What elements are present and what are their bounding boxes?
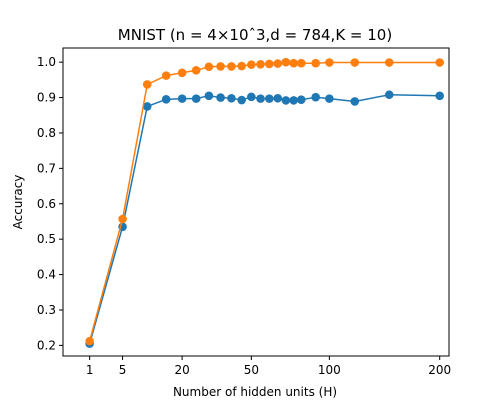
data-point: [256, 94, 265, 103]
y-tick-label: 0.9: [37, 91, 56, 105]
data-point: [384, 90, 394, 100]
x-axis-label: Number of hidden units (H): [173, 385, 337, 399]
data-point: [256, 59, 265, 69]
x-tick-label: 1: [86, 363, 94, 377]
x-axis: 1 5 20 50 100 200: [86, 356, 451, 377]
data-point: [273, 93, 283, 103]
data-point: [281, 96, 291, 105]
y-axis-label: Accuracy: [11, 175, 25, 230]
data-point: [191, 66, 201, 75]
data-point: [204, 91, 214, 101]
data-point: [142, 102, 152, 111]
data-point: [247, 92, 256, 102]
series-line: [88, 61, 440, 342]
y-tick-label: 0.7: [37, 161, 56, 175]
data-point: [265, 59, 274, 69]
data-point: [177, 68, 187, 78]
data-point: [296, 58, 306, 68]
data-point: [191, 94, 201, 103]
chart-title: MNIST (n = 4×10ˆ3,d = 784,K = 10): [118, 26, 392, 44]
data-point: [289, 58, 298, 68]
data-point: [161, 71, 171, 80]
data-point: [85, 336, 94, 346]
data-point: [237, 61, 246, 71]
x-tick-label: 5: [119, 363, 127, 377]
x-tick-label: 50: [244, 363, 259, 377]
data-point: [311, 92, 320, 102]
y-tick-label: 0.5: [37, 232, 56, 246]
x-tick-label: 100: [318, 363, 341, 377]
y-tick-label: 0.6: [37, 197, 56, 211]
data-point: [227, 62, 236, 71]
series-layer: [85, 57, 444, 348]
data-point: [281, 57, 291, 67]
data-point: [204, 62, 214, 72]
data-point: [384, 58, 394, 67]
x-tick-label: 20: [174, 363, 189, 377]
data-point: [325, 94, 334, 103]
data-point: [216, 62, 225, 71]
y-tick-label: 0.4: [37, 268, 56, 282]
data-point: [350, 58, 360, 67]
series-line: [88, 93, 440, 344]
y-axis: 0.2 0.3 0.4 0.5 0.6 0.7 0.8 0.9 1.0: [37, 55, 63, 352]
data-point: [311, 58, 320, 68]
data-point: [350, 97, 360, 106]
data-point: [237, 95, 246, 105]
data-point: [273, 59, 283, 68]
data-point: [435, 58, 444, 67]
data-point: [247, 60, 256, 69]
plot-area: [62, 47, 450, 357]
data-point: [296, 95, 306, 104]
y-tick-label: 0.3: [37, 303, 56, 317]
data-point: [435, 91, 444, 101]
data-point: [142, 80, 152, 89]
data-point: [289, 96, 298, 105]
x-tick-label: 200: [428, 363, 451, 377]
data-point: [216, 93, 225, 102]
data-point: [227, 93, 236, 103]
data-point: [161, 95, 171, 104]
data-point: [265, 94, 274, 103]
data-point: [118, 214, 127, 224]
data-point: [177, 94, 187, 103]
y-tick-label: 0.8: [37, 126, 56, 140]
data-point: [325, 58, 334, 67]
y-tick-label: 0.2: [37, 338, 56, 352]
series-2: [85, 57, 444, 346]
y-tick-label: 1.0: [37, 55, 56, 69]
